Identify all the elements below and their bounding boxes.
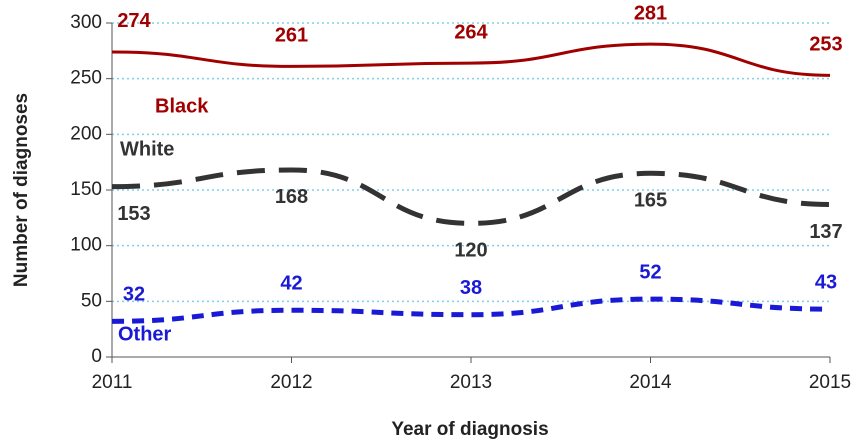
data-label: 52 — [639, 261, 661, 283]
series-label: Black — [155, 95, 209, 117]
series-label: White — [120, 138, 174, 160]
data-label: 137 — [809, 221, 842, 243]
series-label: Other — [118, 323, 172, 345]
data-label: 42 — [280, 273, 302, 295]
data-label: 38 — [460, 277, 482, 299]
data-label: 32 — [123, 284, 145, 306]
y-tick-label: 100 — [70, 235, 102, 256]
data-label: 261 — [275, 25, 308, 47]
x-tick-label: 2014 — [629, 372, 672, 393]
data-label: 253 — [809, 34, 842, 56]
x-tick-label: 2013 — [450, 372, 492, 393]
y-tick-label: 250 — [70, 68, 102, 89]
data-label: 153 — [117, 203, 150, 225]
y-tick-label: 150 — [70, 179, 102, 200]
data-label: 43 — [815, 271, 837, 293]
y-tick-label: 50 — [81, 290, 102, 311]
y-tick-label: 0 — [91, 346, 102, 367]
x-tick-label: 2011 — [92, 372, 133, 393]
line — [111, 42, 831, 77]
y-tick-label: 300 — [70, 12, 102, 33]
x-axis-label: Year of diagnosis — [391, 419, 548, 440]
data-label: 165 — [634, 190, 667, 212]
data-label: 274 — [117, 10, 151, 32]
data-label: 281 — [634, 2, 667, 24]
y-tick-label: 200 — [70, 123, 102, 144]
line — [111, 167, 831, 226]
data-label: 168 — [275, 186, 308, 208]
data-label: 120 — [454, 240, 487, 262]
data-label: 264 — [454, 21, 488, 43]
x-tick-label: 2012 — [270, 372, 312, 393]
line — [111, 296, 831, 324]
y-axis-label: Number of diagnoses — [11, 93, 32, 287]
x-tick-label: 2015 — [809, 372, 851, 393]
